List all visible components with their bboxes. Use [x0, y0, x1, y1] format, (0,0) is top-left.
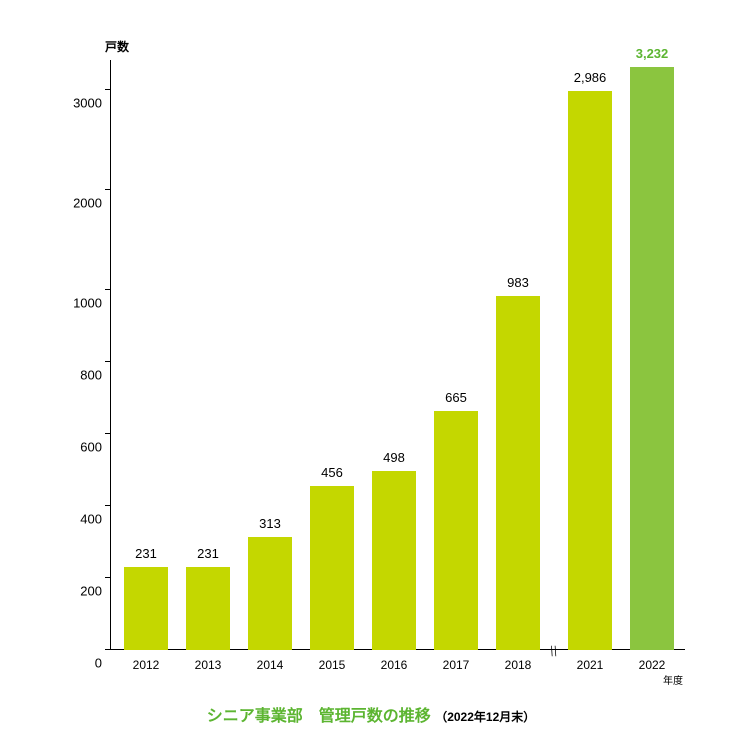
y-tick — [105, 361, 110, 362]
y-tick-label: 400 — [62, 512, 102, 527]
y-tick-label: 800 — [62, 368, 102, 383]
y-tick — [105, 289, 110, 290]
caption-sub: （2022年12月末） — [435, 710, 535, 724]
x-tick-label: 2022 — [639, 658, 666, 672]
bar-value-label: 3,232 — [636, 46, 669, 61]
x-axis-unit-label: 年度 — [663, 672, 683, 687]
bar — [310, 486, 354, 650]
y-tick-label: 1000 — [62, 296, 102, 311]
y-axis-line — [110, 60, 111, 650]
bar-value-label: 231 — [197, 546, 219, 561]
x-tick-label: 2014 — [257, 658, 284, 672]
y-tick — [105, 649, 110, 650]
bar — [434, 411, 478, 650]
plot-area: 231231313456498665983⧵⧵2,9863,232 — [110, 60, 685, 650]
y-tick-label: 3000 — [62, 96, 102, 111]
chart-caption: シニア事業部 管理戸数の推移 （2022年12月末） — [207, 702, 536, 726]
y-tick-label: 0 — [62, 656, 102, 671]
y-tick — [105, 505, 110, 506]
x-tick-label: 2015 — [319, 658, 346, 672]
bar-value-label: 313 — [259, 516, 281, 531]
bar-value-label: 498 — [383, 450, 405, 465]
bar — [248, 537, 292, 650]
x-tick-label: 2021 — [577, 658, 604, 672]
bar — [630, 67, 674, 650]
y-axis-label: 戸数 — [105, 38, 129, 55]
y-tick-label: 2000 — [62, 196, 102, 211]
y-tick-label: 600 — [62, 440, 102, 455]
y-tick-label: 200 — [62, 584, 102, 599]
bar — [372, 471, 416, 650]
bar — [186, 567, 230, 650]
bar — [496, 296, 540, 650]
bar — [568, 91, 612, 650]
caption-main: シニア事業部 管理戸数の推移 — [207, 708, 431, 725]
x-tick-label: 2016 — [381, 658, 408, 672]
bar — [124, 567, 168, 650]
chart-container: 戸数 231231313456498665983⧵⧵2,9863,232 年度 … — [0, 0, 742, 751]
bar-value-label: 983 — [507, 275, 529, 290]
bar-value-label: 665 — [445, 390, 467, 405]
x-tick-label: 2012 — [133, 658, 160, 672]
y-tick — [105, 577, 110, 578]
y-tick — [105, 89, 110, 90]
y-tick — [105, 433, 110, 434]
bar-value-label: 2,986 — [574, 70, 607, 85]
x-tick-label: 2018 — [505, 658, 532, 672]
y-tick — [105, 189, 110, 190]
x-tick-label: 2017 — [443, 658, 470, 672]
bar-value-label: 456 — [321, 465, 343, 480]
bar-value-label: 231 — [135, 546, 157, 561]
x-tick-label: 2013 — [195, 658, 222, 672]
